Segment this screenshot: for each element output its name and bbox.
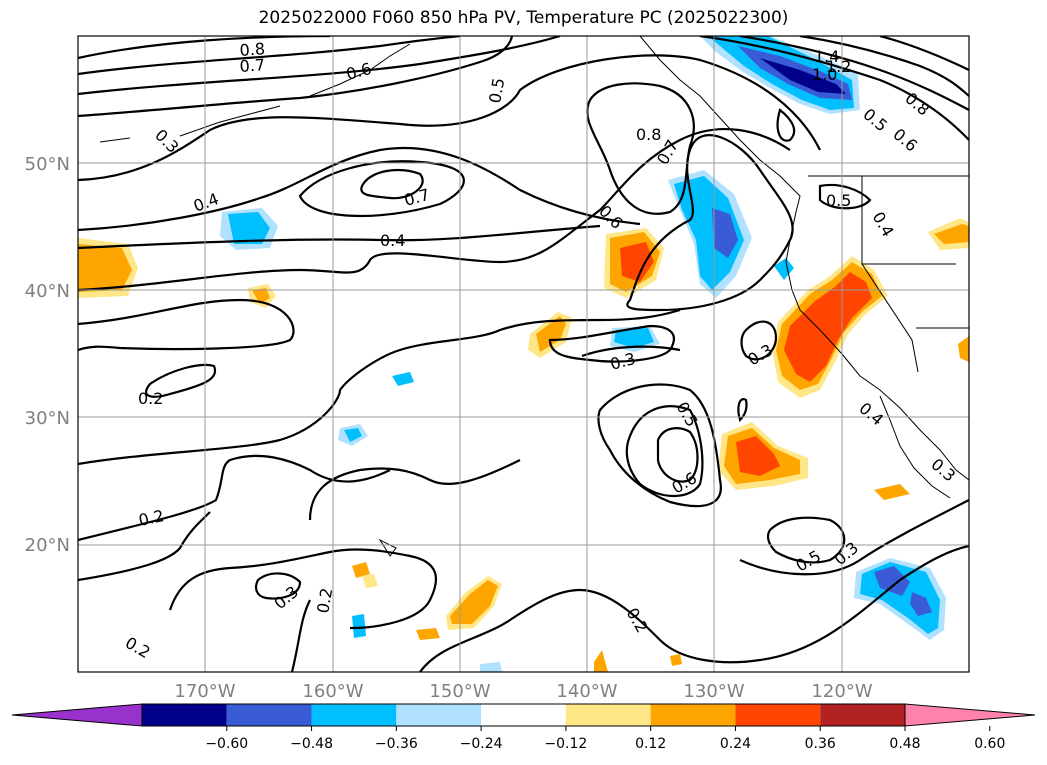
contour-label: 0.5 <box>826 191 851 210</box>
colorbar-swatch <box>820 704 905 726</box>
map-frame <box>77 35 970 673</box>
colorbar-tick-label: 0.36 <box>805 736 836 752</box>
colorbar: −0.60 −0.48 −0.36 −0.24 −0.12 0.12 0.24 0.36 0.4… <box>11 703 1036 752</box>
colorbar-frame <box>141 703 906 727</box>
contour-label: 0.8 <box>636 125 661 144</box>
colorbar-tick-label: −0.36 <box>375 736 418 752</box>
lon-label: 150°W <box>429 681 490 702</box>
longitude-labels: 170°W 160°W 150°W 140°W 130°W 120°W <box>174 681 872 702</box>
map-title: 2025022000 F060 850 hPa PV, Temperature … <box>258 8 789 28</box>
contour-label: 0.4 <box>380 231 405 250</box>
contour-label: 0.7 <box>239 55 266 76</box>
contour-label: 1.4 <box>814 47 839 66</box>
colorbar-swatch <box>481 704 566 726</box>
colorbar-tick-label: −0.24 <box>460 736 503 752</box>
lon-label: 120°W <box>811 681 872 702</box>
colorbar-swatch <box>396 704 482 726</box>
lon-label: 130°W <box>683 681 744 702</box>
colorbar-extend-low <box>11 703 143 727</box>
lon-label: 170°W <box>174 681 235 702</box>
contour-label: 1.0 <box>812 65 837 84</box>
lon-label: 160°W <box>302 681 363 702</box>
contour-label: 0.2 <box>137 506 166 530</box>
contour-label: 0.5 <box>485 76 508 104</box>
contour-label: 0.2 <box>313 586 336 614</box>
colorbar-tick-label: 0.24 <box>720 736 751 752</box>
contour-label: 0.2 <box>138 389 163 408</box>
colorbar-tick-label: 0.12 <box>635 736 666 752</box>
colorbar-swatch <box>311 704 397 726</box>
latitude-labels: 50°N 40°N 30°N 20°N <box>25 154 70 556</box>
colorbar-swatch <box>226 704 312 726</box>
lat-label: 20°N <box>25 535 70 556</box>
colorbar-tick-label: 0.60 <box>974 736 1005 752</box>
colorbar-tick-label: −0.48 <box>290 736 333 752</box>
pv-contours <box>78 36 969 672</box>
colorbar-swatch <box>735 704 821 726</box>
colorbar-tick-label: −0.12 <box>544 736 587 752</box>
colorbar-swatch <box>650 704 736 726</box>
colorbar-tick-label: 0.48 <box>889 736 920 752</box>
colorbar-swatch <box>565 704 651 726</box>
lat-label: 30°N <box>25 408 70 429</box>
colorbar-extend-high <box>904 703 1036 727</box>
contour-label: 0.8 <box>239 39 266 60</box>
colorbar-swatch <box>142 704 227 726</box>
lat-label: 50°N <box>25 154 70 175</box>
colorbar-tick-label: −0.60 <box>205 736 248 752</box>
lat-label: 40°N <box>25 281 70 302</box>
gridlines <box>78 36 969 672</box>
lon-label: 140°W <box>556 681 617 702</box>
contour-label: 1.2 <box>826 57 851 76</box>
